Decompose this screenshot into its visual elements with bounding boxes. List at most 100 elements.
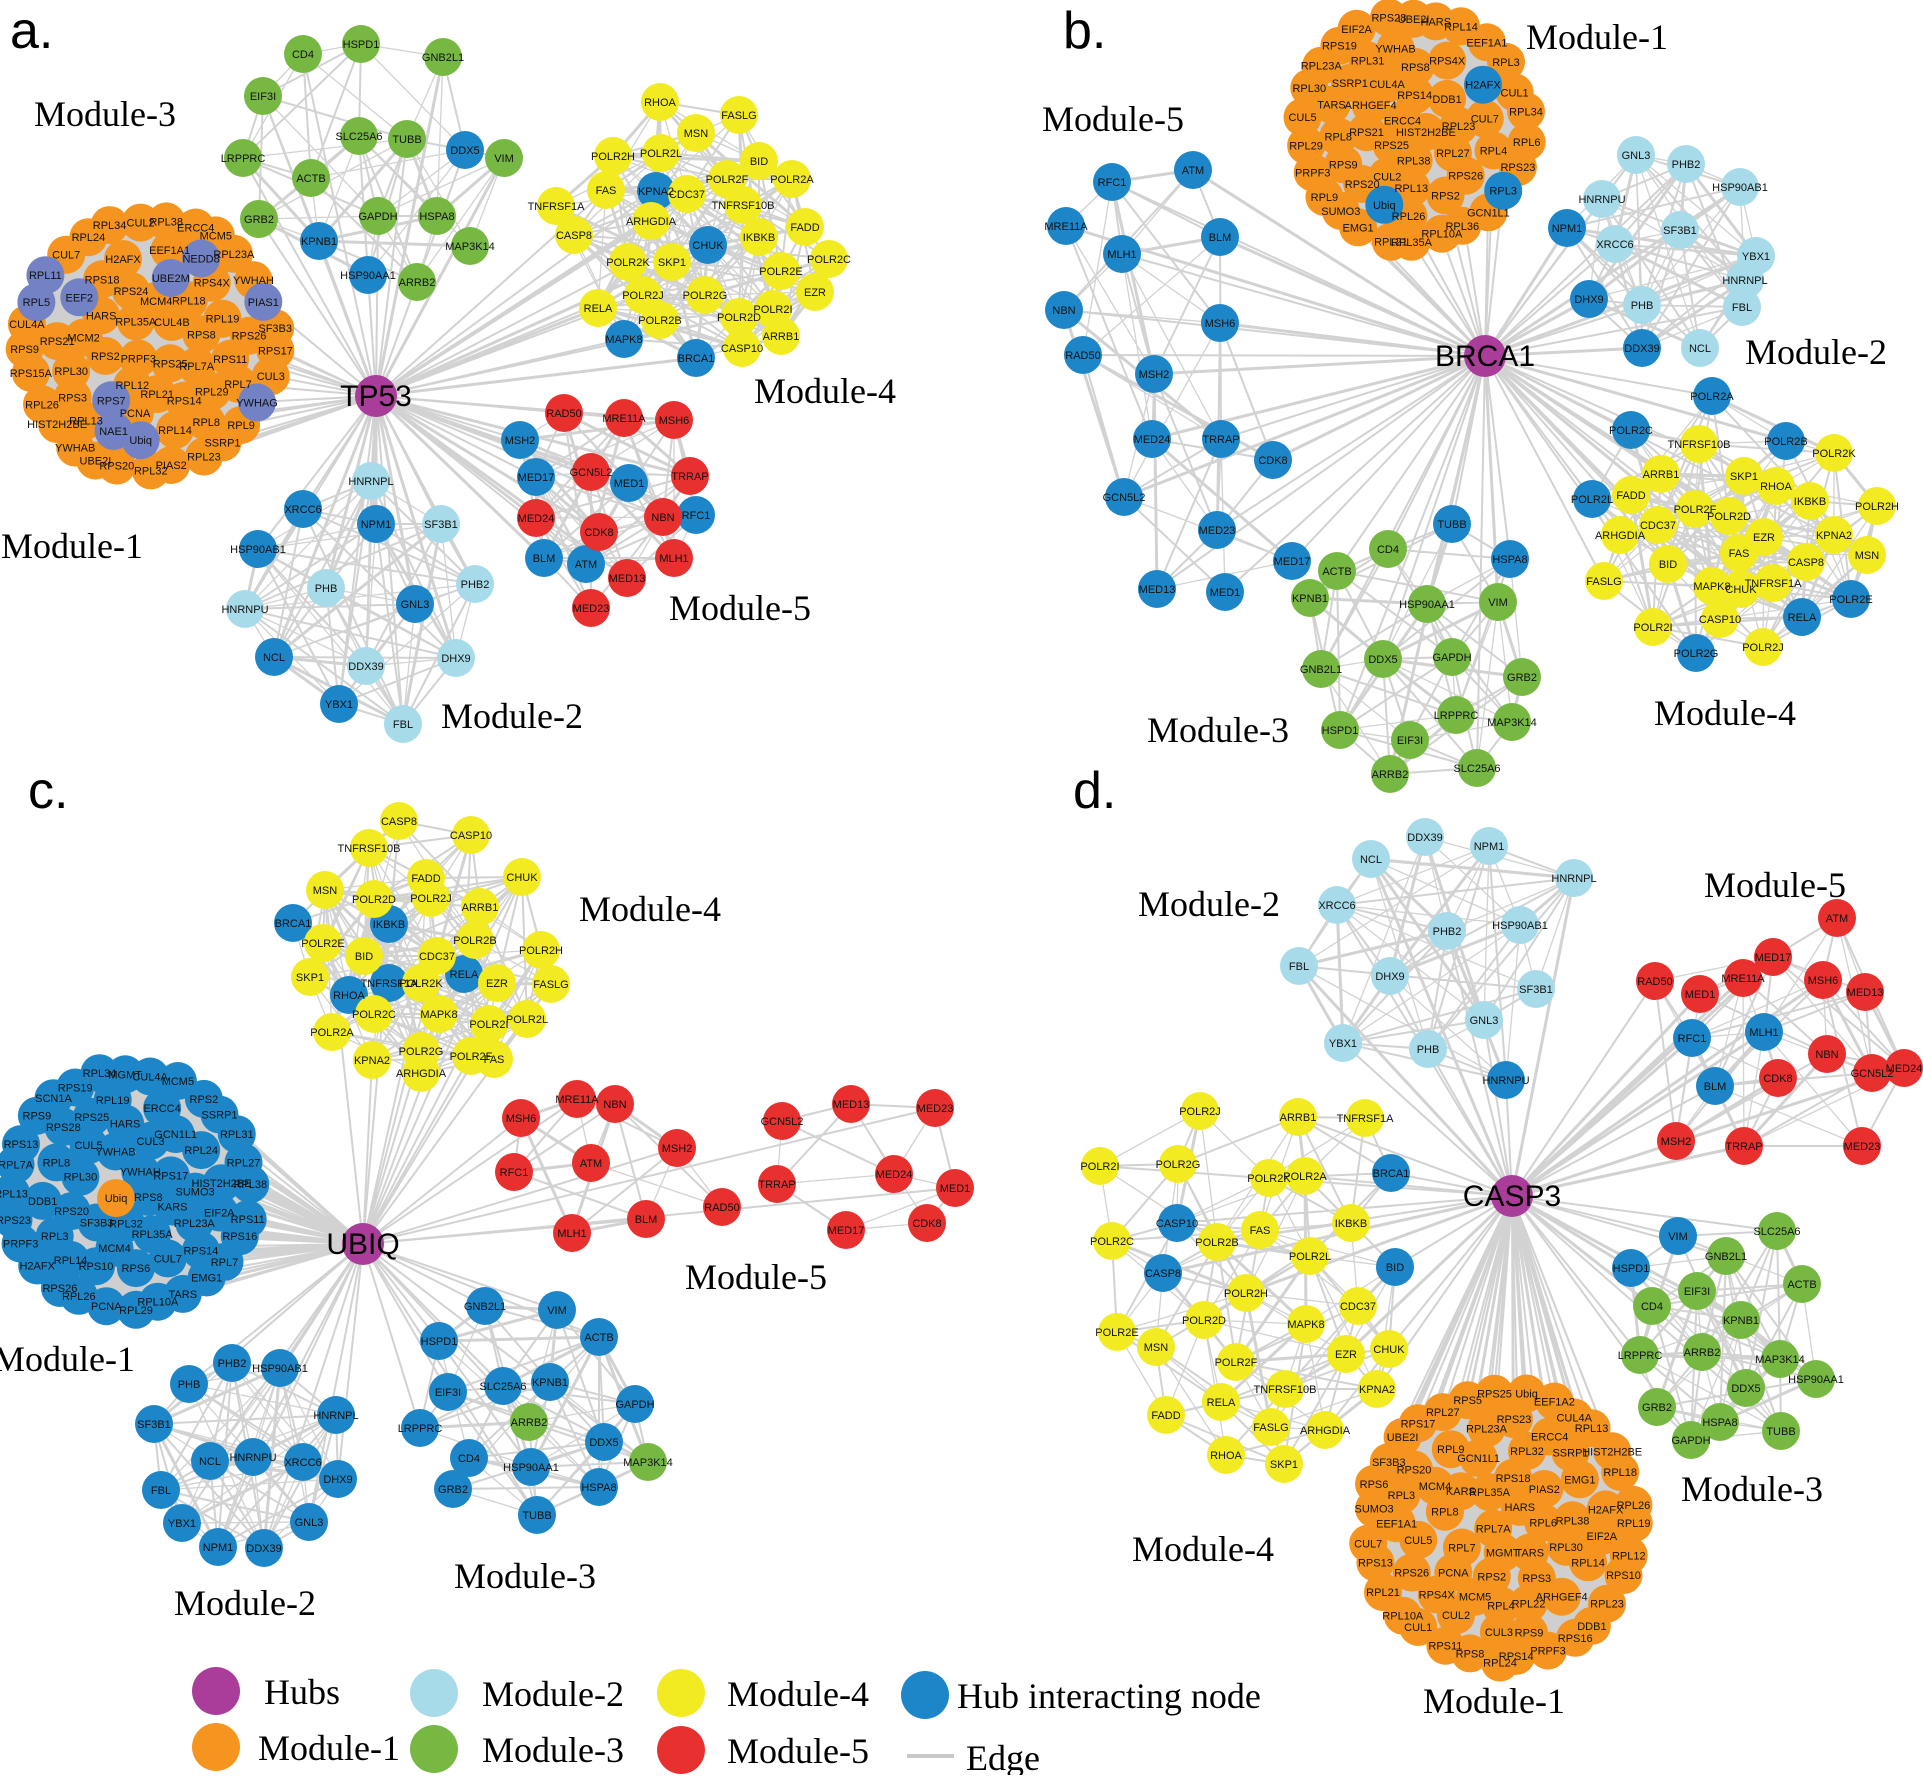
svg-text:CUL7: CUL7 [1471,114,1499,126]
svg-text:HSP90AB1: HSP90AB1 [230,544,286,556]
svg-text:RPS16: RPS16 [1558,1633,1593,1645]
svg-text:RPL7A: RPL7A [179,361,215,373]
svg-text:RPS23: RPS23 [1497,1414,1532,1426]
svg-text:Module-4: Module-4 [727,1674,869,1714]
svg-text:POLR2K: POLR2K [1247,1173,1291,1185]
svg-text:HSPA8: HSPA8 [1492,554,1527,566]
svg-text:RPL3: RPL3 [1492,57,1520,69]
svg-text:RPL24: RPL24 [1483,1658,1517,1670]
svg-text:BID: BID [1659,559,1677,571]
svg-text:c.: c. [28,762,68,820]
svg-text:POLR2L: POLR2L [506,1014,548,1026]
svg-text:ACTB: ACTB [1322,566,1351,578]
svg-text:Module-3: Module-3 [1147,710,1289,750]
svg-text:DDB1: DDB1 [28,1196,57,1208]
svg-text:ARRB1: ARRB1 [763,331,800,343]
svg-text:PHB2: PHB2 [1672,159,1701,171]
svg-text:RPL23A: RPL23A [1466,1423,1508,1435]
svg-text:ARRB2: ARRB2 [1372,769,1409,781]
svg-text:FAS: FAS [1250,1225,1271,1237]
svg-text:TRRAP: TRRAP [671,471,708,483]
svg-text:HNRNPU: HNRNPU [229,1452,276,1464]
svg-text:POLR2G: POLR2G [399,1046,444,1058]
svg-text:RPS28: RPS28 [46,1122,81,1134]
svg-text:YBX1: YBX1 [1742,251,1770,263]
svg-text:ARHGDIA: ARHGDIA [1300,1425,1351,1437]
svg-text:RPL30: RPL30 [64,1172,98,1184]
svg-text:MLH1: MLH1 [1749,1027,1778,1039]
svg-text:HSP90AB1: HSP90AB1 [1492,920,1548,932]
svg-text:VIM: VIM [494,153,514,165]
svg-text:POLR2K: POLR2K [606,257,650,269]
svg-text:POLR2H: POLR2H [1855,501,1899,513]
svg-text:KPNB1: KPNB1 [532,1377,568,1389]
svg-text:RPS8: RPS8 [1456,1648,1485,1660]
svg-text:RPS11: RPS11 [231,1214,265,1226]
svg-text:RPL12: RPL12 [115,380,149,392]
svg-text:KPNA2: KPNA2 [1816,530,1852,542]
svg-text:RPS14: RPS14 [167,396,202,408]
svg-text:CUL1: CUL1 [1404,1622,1432,1634]
svg-text:TUBB: TUBB [392,134,421,146]
svg-text:ARRB2: ARRB2 [399,277,436,289]
svg-text:ARHGDIA: ARHGDIA [1595,530,1646,542]
svg-text:MAPK8: MAPK8 [1287,1319,1324,1331]
svg-text:TARS: TARS [169,1289,198,1301]
svg-text:CUL2: CUL2 [127,218,155,230]
svg-text:IKBKB: IKBKB [373,919,405,931]
svg-text:CUL7: CUL7 [52,250,80,262]
svg-text:PHB: PHB [178,1379,201,1391]
svg-text:RFC1: RFC1 [1098,177,1127,189]
svg-text:XRCC6: XRCC6 [284,504,321,516]
svg-text:RPL18: RPL18 [1603,1467,1637,1479]
svg-text:PIAS2: PIAS2 [1529,1484,1560,1496]
svg-text:RPL18: RPL18 [172,295,206,307]
svg-text:POLR2I: POLR2I [1080,1161,1119,1173]
svg-text:EIF3I: EIF3I [1397,735,1423,747]
svg-text:RPL21: RPL21 [1374,237,1408,249]
svg-text:EMG1: EMG1 [191,1273,222,1285]
svg-text:EEF1A1: EEF1A1 [1376,1518,1417,1530]
svg-text:MED23: MED23 [917,1103,954,1115]
svg-text:FADD: FADD [790,222,819,234]
svg-text:RPS9: RPS9 [1515,1628,1544,1640]
svg-text:UBE2I: UBE2I [1398,14,1430,26]
svg-text:Module-2: Module-2 [1745,332,1887,372]
svg-text:HNRNPU: HNRNPU [1578,194,1625,206]
svg-text:RPL23: RPL23 [187,452,221,464]
svg-text:PRPF3: PRPF3 [1295,168,1330,180]
svg-text:RPL36: RPL36 [1445,221,1479,233]
svg-text:TNFRSF1A: TNFRSF1A [361,978,419,990]
svg-text:YWHAB: YWHAB [55,443,95,455]
svg-text:TRRAP: TRRAP [758,1179,795,1191]
svg-text:RPL35A: RPL35A [115,316,157,328]
svg-text:ACTB: ACTB [584,1332,613,1344]
svg-text:ERCC4: ERCC4 [143,1103,180,1115]
svg-text:MED13: MED13 [609,573,646,585]
svg-text:NCL: NCL [199,1456,221,1468]
svg-text:HSPA8: HSPA8 [581,1482,616,1494]
svg-text:RPS14: RPS14 [1499,1651,1534,1663]
svg-text:SUMO3: SUMO3 [1355,1504,1394,1516]
svg-text:RELA: RELA [1788,612,1817,624]
svg-text:H2AFX: H2AFX [1465,80,1501,92]
svg-text:CD4: CD4 [1641,1301,1663,1313]
svg-text:MCM5: MCM5 [162,1076,194,1088]
svg-text:RHOA: RHOA [1760,481,1792,493]
svg-text:RPL32: RPL32 [134,465,168,477]
svg-text:H2AFX: H2AFX [1588,1504,1624,1516]
svg-text:ARHGEF4: ARHGEF4 [1345,100,1397,112]
svg-text:RPS2: RPS2 [190,1094,219,1106]
svg-text:HSP90AA1: HSP90AA1 [1788,1374,1844,1386]
svg-text:POLR2H: POLR2H [591,151,635,163]
svg-text:RPL34: RPL34 [93,220,127,232]
svg-text:HARS: HARS [1505,1502,1536,1514]
svg-text:Ubiq: Ubiq [129,435,152,447]
svg-text:YBX1: YBX1 [1329,1038,1357,1050]
svg-text:CDC37: CDC37 [1340,1301,1376,1313]
svg-text:RPS9: RPS9 [1329,159,1358,171]
svg-text:CUL3: CUL3 [136,1136,164,1148]
svg-text:POLR2A: POLR2A [770,174,814,186]
svg-text:RPS11: RPS11 [1428,1641,1462,1653]
svg-text:RPS19: RPS19 [1322,41,1357,53]
